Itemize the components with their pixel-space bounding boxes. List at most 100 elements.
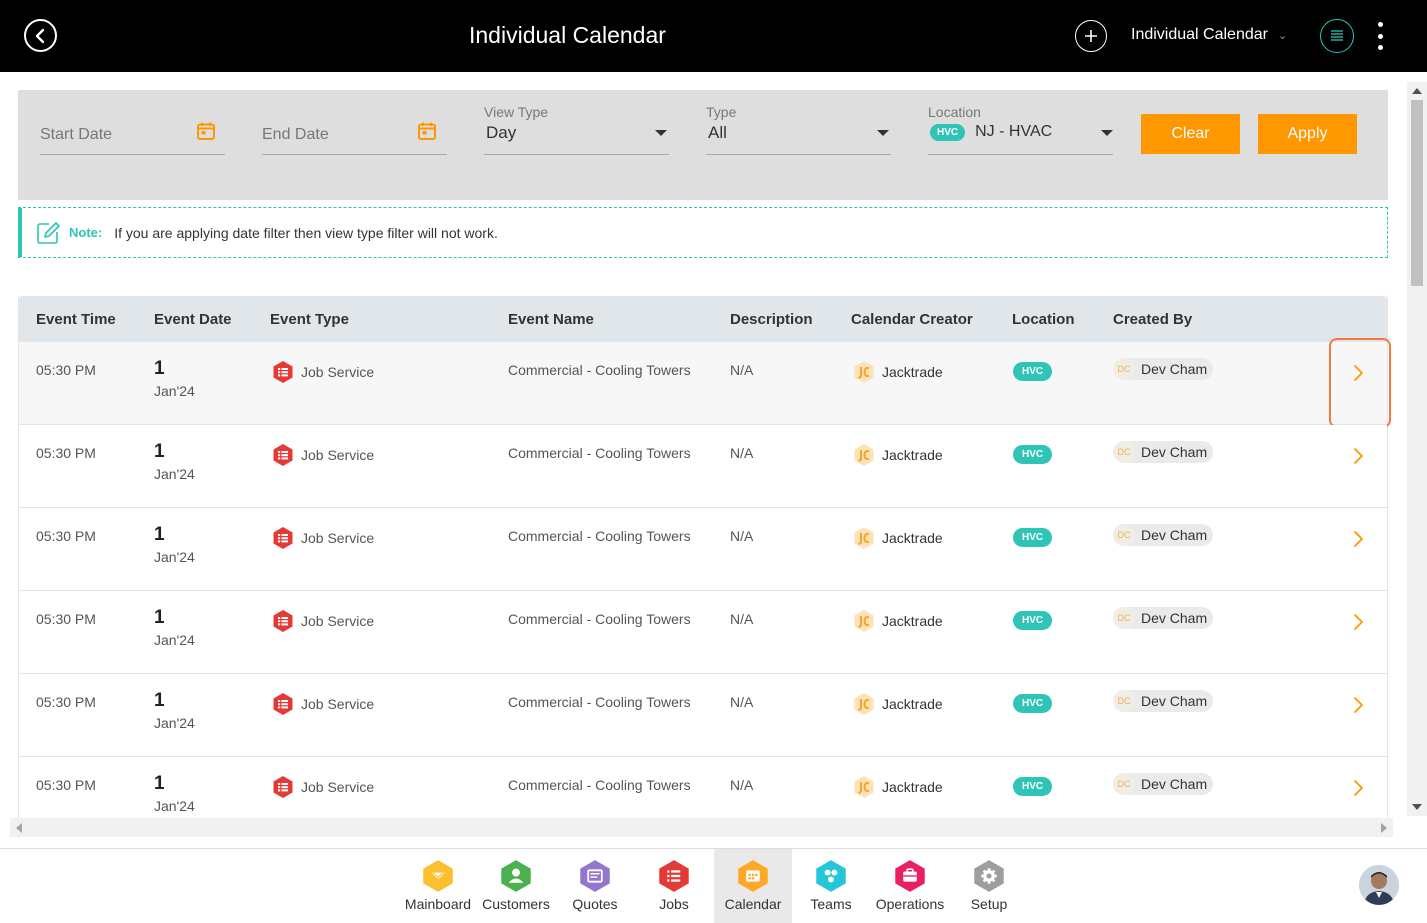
column-header-event-time[interactable]: Event Time [36,311,116,328]
event-month: Jan'24 [154,383,195,399]
event-type: Job Service [271,360,374,384]
location-cell: HVC [1013,610,1053,630]
jacktrade-logo-icon [854,527,874,549]
event-description: N/A [730,528,754,544]
event-type-label: Job Service [301,364,375,380]
clear-button[interactable]: Clear [1141,114,1240,154]
nav-item-operations[interactable]: Operations [871,849,949,923]
user-avatar[interactable] [1359,865,1399,905]
jobs-icon [659,860,689,892]
nav-item-jobs[interactable]: Jobs [635,849,713,923]
column-header-created-by[interactable]: Created By [1113,311,1193,328]
event-type: Job Service [271,526,374,550]
created-by: DC Dev Cham [1113,358,1214,380]
table-row[interactable]: 05:30 PM 1 Jan'24 Job Service Commercial - C… [19,508,1387,591]
location-badge: HVC [1013,694,1053,713]
chevron-right-icon[interactable] [1349,530,1367,548]
list-icon [1331,30,1343,41]
column-header-location[interactable]: Location [1012,311,1075,328]
horizontal-scrollbar[interactable] [10,818,1393,837]
nav-item-mainboard[interactable]: Mainboard [399,849,477,923]
created-by: DC Dev Cham [1113,441,1214,463]
column-header-description[interactable]: Description [730,311,813,328]
jacktrade-logo-icon [854,610,874,632]
event-description: N/A [730,362,754,378]
location-value-wrap: HVC NJ - HVAC [930,123,1052,141]
created-by-chip: DC Dev Cham [1113,358,1214,380]
calendar-view-dropdown[interactable]: Individual Calendar ⌄ [1131,26,1287,44]
chevron-right-icon[interactable] [1349,613,1367,631]
event-time: 05:30 PM [36,777,96,793]
scrollbar-thumb[interactable] [1411,100,1423,286]
event-date: 1 Jan'24 [154,524,195,565]
back-button[interactable] [24,19,57,52]
column-header-event-name[interactable]: Event Name [508,311,594,328]
table-row[interactable]: 05:30 PM 1 Jan'24 Job Service Commercial - C… [19,674,1387,757]
scroll-left-icon[interactable] [16,823,22,833]
scroll-down-icon[interactable] [1412,804,1422,810]
note-banner: Note: If you are applying date filter th… [18,207,1388,258]
calendar-view-label: Individual Calendar [1131,26,1268,43]
event-date: 1 Jan'24 [154,690,195,731]
calendar-creator: Jacktrade [852,692,943,716]
event-date: 1 Jan'24 [154,358,195,399]
column-header-event-type[interactable]: Event Type [270,311,349,328]
column-header-calendar-creator[interactable]: Calendar Creator [851,311,973,328]
location-cell: HVC [1013,693,1053,713]
event-date: 1 Jan'24 [154,441,195,482]
created-by-name: Dev Cham [1141,693,1208,709]
chevron-right-icon[interactable] [1349,364,1367,382]
created-by-name: Dev Cham [1141,610,1208,626]
event-name: Commercial - Cooling Towers [508,528,691,544]
start-date-placeholder: Start Date [40,126,113,143]
calendar-creator: Jacktrade [852,443,943,467]
created-by-chip: DC Dev Cham [1113,607,1214,629]
nav-item-teams[interactable]: Teams [792,849,870,923]
location-value: NJ - HVAC [975,123,1053,140]
event-name: Commercial - Cooling Towers [508,362,691,378]
nav-item-setup[interactable]: Setup [950,849,1028,923]
job-service-icon [273,527,293,549]
event-type-label: Job Service [301,530,375,546]
created-by-name: Dev Cham [1141,361,1208,377]
table-row[interactable]: 05:30 PM 1 Jan'24 Job Service Commercial - C… [19,591,1387,674]
event-month: Jan'24 [154,632,195,648]
top-bar: Individual Calendar Individual Calendar … [0,0,1427,72]
user-avatar-icon [1359,865,1399,905]
table-row[interactable]: 05:30 PM 1 Jan'24 Job Service Commercial - C… [19,338,1391,428]
note-text: If you are applying date filter then vie… [114,224,498,241]
more-options-icon[interactable] [1372,22,1388,50]
chevron-right-icon[interactable] [1349,447,1367,465]
job-service-icon [273,361,293,383]
event-time: 05:30 PM [36,362,96,378]
nav-item-quotes[interactable]: Quotes [556,849,634,923]
location-cell: HVC [1013,361,1053,381]
column-header-event-date[interactable]: Event Date [154,311,232,328]
nav-label: Quotes [572,896,618,912]
chevron-right-icon[interactable] [1349,779,1367,797]
event-date: 1 Jan'24 [154,773,195,814]
event-name: Commercial - Cooling Towers [508,445,691,461]
calendar-icon[interactable] [196,121,216,141]
list-view-button[interactable] [1320,19,1354,53]
job-service-icon [273,693,293,715]
table-row[interactable]: 05:30 PM 1 Jan'24 Job Service Commercial - C… [19,425,1387,508]
chevron-right-icon[interactable] [1349,696,1367,714]
jacktrade-logo-icon [854,776,874,798]
apply-button[interactable]: Apply [1258,114,1357,154]
event-time: 05:30 PM [36,445,96,461]
event-day: 1 [154,358,165,379]
add-button[interactable] [1075,20,1107,52]
created-by: DC Dev Cham [1113,607,1214,629]
scroll-right-icon[interactable] [1381,823,1387,833]
nav-item-calendar[interactable]: Calendar [714,849,792,923]
event-type-label: Job Service [301,696,375,712]
calendar-icon[interactable] [417,121,437,141]
nav-item-customers[interactable]: Customers [477,849,555,923]
vertical-scrollbar[interactable] [1407,82,1427,816]
event-time: 05:30 PM [36,694,96,710]
nav-label: Jobs [659,896,689,912]
scroll-up-icon[interactable] [1412,88,1422,94]
table-body: 05:30 PM 1 Jan'24 Job Service Commercial - C… [19,338,1391,838]
event-name: Commercial - Cooling Towers [508,694,691,710]
